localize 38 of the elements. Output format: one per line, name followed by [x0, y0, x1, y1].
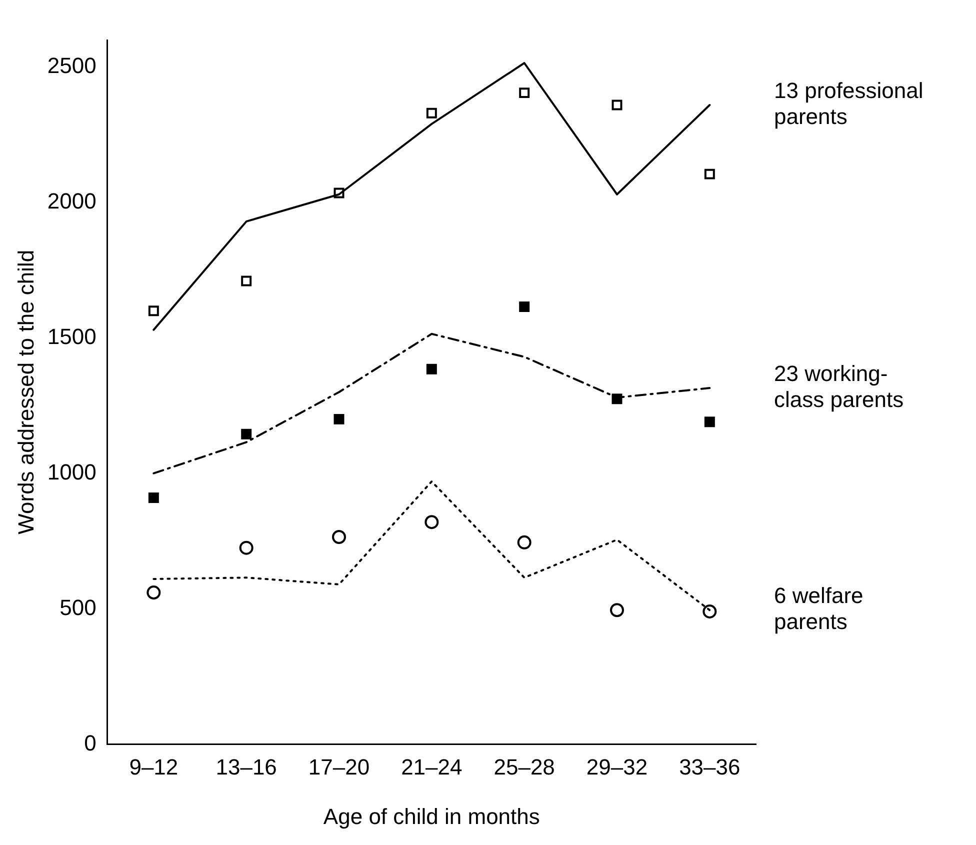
y-axis-title: Words addressed to the child	[13, 250, 38, 534]
x-tick-label: 13–16	[216, 754, 277, 780]
y-tick-label: 2500	[47, 53, 96, 78]
text: 13 professional parents	[774, 78, 924, 130]
text: 23 working-class parents	[774, 361, 904, 412]
point	[148, 306, 159, 316]
point	[517, 535, 532, 550]
x-tick-label: 17–20	[308, 754, 370, 780]
text: 6 welfare parents	[774, 583, 864, 634]
y-tick-label: 500	[60, 594, 96, 620]
point	[426, 364, 437, 374]
x-axis-title: Age of child in months	[323, 804, 540, 829]
point	[334, 414, 344, 424]
point	[148, 492, 159, 503]
point	[239, 540, 254, 555]
y-tick-label: 1000	[47, 459, 96, 484]
x-tick-label: 9–12	[129, 754, 178, 780]
point	[241, 276, 252, 286]
point	[519, 88, 530, 98]
point	[704, 416, 715, 428]
x-tick-label: 29–32	[586, 754, 648, 780]
x-tick-label: 25–28	[494, 754, 555, 780]
y-tick-label: 1500	[47, 324, 96, 349]
y-tick-label: 2000	[47, 188, 96, 214]
line-series	[152, 332, 711, 474]
point	[610, 603, 624, 618]
x-tick-label: 33–36	[679, 754, 740, 780]
point	[241, 428, 252, 440]
point	[704, 168, 715, 180]
point	[146, 586, 161, 600]
y-tick-label: 0	[84, 730, 96, 756]
point	[424, 515, 439, 530]
x-tick-label: 21–24	[401, 754, 462, 780]
point	[519, 302, 530, 312]
point	[426, 108, 437, 118]
point	[332, 530, 346, 544]
point	[612, 100, 622, 110]
point	[702, 604, 717, 618]
